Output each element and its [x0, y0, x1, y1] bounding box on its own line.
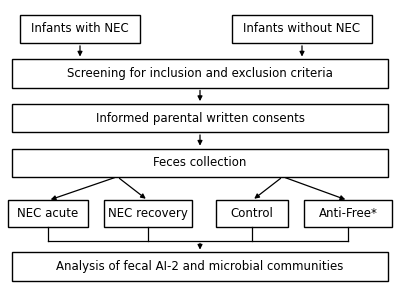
FancyBboxPatch shape — [8, 200, 88, 227]
Text: Informed parental written consents: Informed parental written consents — [96, 112, 304, 124]
FancyBboxPatch shape — [304, 200, 392, 227]
Text: Screening for inclusion and exclusion criteria: Screening for inclusion and exclusion cr… — [67, 67, 333, 80]
Text: Feces collection: Feces collection — [153, 156, 247, 169]
Text: Infants without NEC: Infants without NEC — [244, 23, 360, 35]
FancyBboxPatch shape — [216, 200, 288, 227]
FancyBboxPatch shape — [232, 15, 372, 43]
Text: Anti-Free*: Anti-Free* — [318, 207, 378, 220]
Text: NEC acute: NEC acute — [17, 207, 79, 220]
FancyBboxPatch shape — [12, 59, 388, 88]
Text: Analysis of fecal AI-2 and microbial communities: Analysis of fecal AI-2 and microbial com… — [56, 260, 344, 273]
Text: Control: Control — [230, 207, 274, 220]
FancyBboxPatch shape — [104, 200, 192, 227]
Text: NEC recovery: NEC recovery — [108, 207, 188, 220]
FancyBboxPatch shape — [20, 15, 140, 43]
Text: Infants with NEC: Infants with NEC — [31, 23, 129, 35]
FancyBboxPatch shape — [12, 252, 388, 281]
FancyBboxPatch shape — [12, 104, 388, 132]
FancyBboxPatch shape — [12, 148, 388, 177]
